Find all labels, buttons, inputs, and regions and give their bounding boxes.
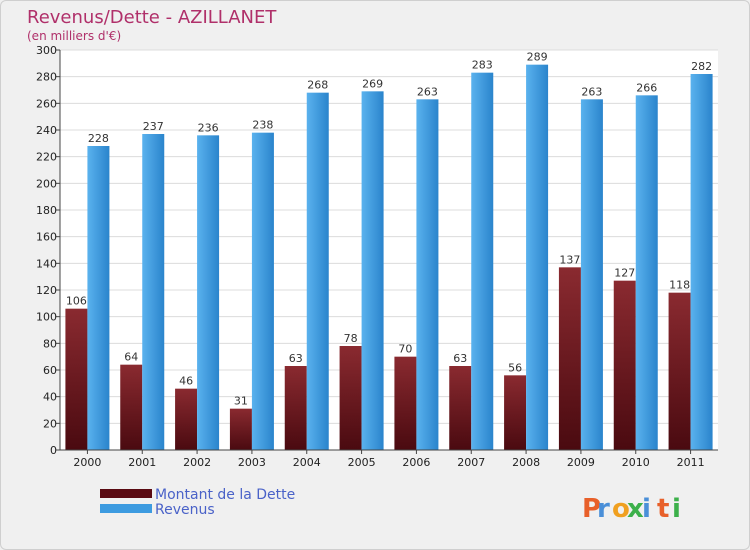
y-tick-label: 60 [43, 364, 57, 377]
bar-dette [558, 267, 581, 450]
y-tick-label: 20 [43, 417, 57, 430]
y-tick-label: 220 [36, 151, 57, 164]
bar-revenus [635, 95, 658, 450]
y-tick-label: 140 [36, 257, 57, 270]
data-label-revenus: 282 [691, 60, 712, 73]
y-tick-label: 200 [36, 177, 57, 190]
legend-label-debt: Montant de la Dette [155, 487, 295, 503]
bar-revenus [416, 99, 439, 450]
bar-dette [229, 408, 252, 450]
bar-dette [449, 366, 472, 450]
grid [60, 49, 718, 451]
data-label-revenus: 228 [88, 132, 109, 145]
data-label-dette: 46 [179, 375, 193, 388]
bar-dette [504, 375, 527, 450]
bar-dette [120, 364, 143, 450]
x-tick-label: 2011 [677, 456, 705, 469]
data-label-revenus: 237 [143, 120, 164, 133]
y-tick-label: 0 [50, 444, 57, 457]
plot-area [60, 50, 718, 450]
y-tick-label: 120 [36, 284, 57, 297]
bar-revenus [471, 72, 494, 451]
data-label-revenus: 238 [252, 119, 273, 132]
bar-revenus [87, 146, 110, 450]
x-tick-label: 2002 [183, 456, 211, 469]
y-tick-label: 80 [43, 337, 57, 350]
bar-dette [668, 292, 691, 450]
bar-dette [284, 366, 307, 450]
data-label-dette: 106 [66, 295, 87, 308]
bar-revenus [251, 132, 274, 450]
proxiti-logo: Pr oxi t i [582, 494, 681, 524]
chart-subtitle: (en milliers d'€) [27, 29, 121, 43]
bar-dette [613, 280, 636, 450]
bar-revenus [361, 91, 384, 450]
data-label-revenus: 269 [362, 77, 383, 90]
y-tick-label: 300 [36, 44, 57, 57]
bar-revenus [526, 64, 549, 451]
data-label-dette: 31 [234, 395, 248, 408]
data-label-revenus: 263 [581, 85, 602, 98]
x-tick-label: 2004 [293, 456, 321, 469]
x-tick-label: 2000 [73, 456, 101, 469]
data-label-dette: 137 [559, 253, 580, 266]
bar-revenus [197, 135, 220, 451]
bar-dette [175, 388, 198, 450]
logo-letter: r [597, 494, 610, 524]
logo-letter: i [642, 494, 651, 524]
bar-revenus [142, 134, 165, 450]
y-tick-label: 100 [36, 311, 57, 324]
chart-title: Revenus/Dette - AZILLANET [27, 7, 277, 28]
data-label-revenus: 268 [307, 79, 328, 92]
bar-dette [65, 308, 88, 450]
y-tick-label: 160 [36, 231, 57, 244]
bars: 106 228 64 237 46 236 31 238 63 268 78 269 70 263 63 28… [65, 51, 713, 451]
data-label-dette: 70 [398, 343, 412, 356]
x-tick-label: 2007 [457, 456, 485, 469]
x-tick-label: 2005 [348, 456, 376, 469]
x-tick-label: 2010 [622, 456, 650, 469]
data-label-dette: 63 [289, 352, 303, 365]
bar-revenus [690, 74, 713, 450]
data-label-dette: 63 [453, 352, 467, 365]
y-tick-label: 280 [36, 71, 57, 84]
bar-dette [339, 346, 362, 450]
logo-letter: P [582, 494, 601, 524]
data-label-dette: 118 [669, 279, 690, 292]
x-tick-label: 2009 [567, 456, 595, 469]
data-label-dette: 64 [124, 351, 138, 364]
data-label-revenus: 283 [472, 59, 493, 72]
data-label-revenus: 266 [636, 81, 657, 94]
x-tick-label: 2006 [402, 456, 430, 469]
x-tick-label: 2008 [512, 456, 540, 469]
y-tick-label: 240 [36, 124, 57, 137]
x-tick-label: 2001 [128, 456, 156, 469]
data-label-revenus: 289 [527, 51, 548, 64]
y-tick-label: 180 [36, 204, 57, 217]
data-label-dette: 56 [508, 361, 522, 374]
legend: Montant de la Dette Revenus [100, 487, 295, 518]
y-tick-label: 260 [36, 97, 57, 110]
legend-label-revenus: Revenus [155, 502, 215, 518]
bar-dette [394, 356, 417, 450]
data-label-revenus: 236 [198, 121, 219, 134]
bar-revenus [580, 99, 603, 450]
logo-letter: o [612, 494, 630, 524]
data-label-dette: 78 [344, 332, 358, 345]
axes: 0 20 40 60 80 100 120 140 160 180 200 220 240 260 280 3… [36, 44, 718, 469]
legend-swatch-debt [100, 489, 152, 498]
data-label-dette: 127 [614, 267, 635, 280]
legend-swatch-revenus [100, 504, 152, 513]
logo-letter: t [657, 494, 669, 524]
y-tick-label: 40 [43, 391, 57, 404]
data-label-revenus: 263 [417, 85, 438, 98]
x-tick-label: 2003 [238, 456, 266, 469]
bar-revenus [306, 92, 329, 451]
logo-letter: x [627, 494, 644, 524]
logo-letter: i [672, 494, 681, 524]
